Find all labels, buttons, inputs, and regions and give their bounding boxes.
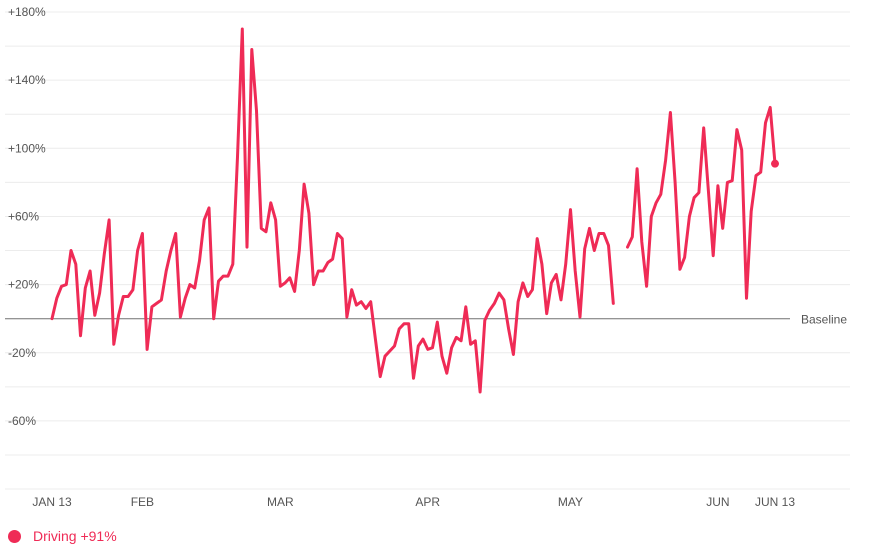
- x-tick-label: FEB: [131, 495, 154, 509]
- x-tick-label: MAY: [558, 495, 583, 509]
- y-tick-label: +20%: [8, 278, 39, 292]
- y-axis-tick-labels: +180% +140% +100% +60% +20% -20% -60%: [8, 5, 46, 428]
- series-end-point: [771, 159, 779, 168]
- y-tick-label: +140%: [8, 73, 46, 87]
- y-tick-label: +60%: [8, 209, 39, 223]
- series-line-driving: [50, 27, 615, 394]
- x-tick-label: APR: [415, 495, 440, 509]
- legend-dot-icon: [8, 529, 21, 543]
- x-tick-label: JAN 13: [32, 495, 72, 509]
- baseline-label: Baseline: [801, 313, 847, 327]
- x-tick-label: JUN: [706, 495, 729, 509]
- series-line-driving: [626, 105, 777, 300]
- y-tick-label: +180%: [8, 5, 46, 19]
- x-axis-tick-labels: JAN 13 FEB MAR APR MAY JUN JUN 13: [32, 495, 795, 509]
- x-tick-label: MAR: [267, 495, 294, 509]
- legend-label-driving: Driving +91%: [33, 528, 117, 544]
- grid-lines: [5, 11, 850, 490]
- x-tick-label: JUN 13: [755, 495, 795, 509]
- legend: Driving +91%: [8, 528, 117, 544]
- baseline: Baseline: [5, 313, 847, 327]
- y-tick-label: -20%: [8, 346, 36, 360]
- y-tick-label: -60%: [8, 414, 36, 428]
- series-layer: [50, 27, 779, 394]
- y-tick-label: +100%: [8, 141, 46, 155]
